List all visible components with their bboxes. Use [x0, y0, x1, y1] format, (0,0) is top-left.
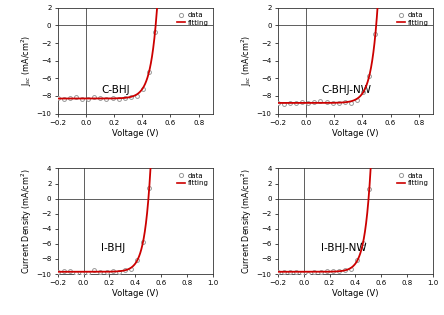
X-axis label: Voltage (V): Voltage (V): [332, 129, 379, 138]
Text: C-BHJ: C-BHJ: [101, 85, 130, 95]
Text: I-BHJ: I-BHJ: [101, 243, 125, 253]
X-axis label: Voltage (V): Voltage (V): [332, 289, 379, 298]
Legend: data, fitting: data, fitting: [396, 172, 429, 187]
Legend: data, fitting: data, fitting: [396, 11, 429, 26]
Text: C-BHJ-NW: C-BHJ-NW: [321, 85, 371, 95]
Y-axis label: Current Density (mA/cm$^2$): Current Density (mA/cm$^2$): [20, 169, 34, 274]
Legend: data, fitting: data, fitting: [176, 11, 209, 26]
Y-axis label: J$_{sc}$ (mA/cm$^2$): J$_{sc}$ (mA/cm$^2$): [20, 35, 34, 86]
Y-axis label: J$_{sc}$ (mA/cm$^2$): J$_{sc}$ (mA/cm$^2$): [240, 35, 254, 86]
Legend: data, fitting: data, fitting: [176, 172, 209, 187]
X-axis label: Voltage (V): Voltage (V): [112, 289, 159, 298]
Text: I-BHJ-NW: I-BHJ-NW: [321, 243, 367, 253]
Y-axis label: Current Density (mA/cm$^2$): Current Density (mA/cm$^2$): [240, 169, 254, 274]
X-axis label: Voltage (V): Voltage (V): [112, 129, 159, 138]
